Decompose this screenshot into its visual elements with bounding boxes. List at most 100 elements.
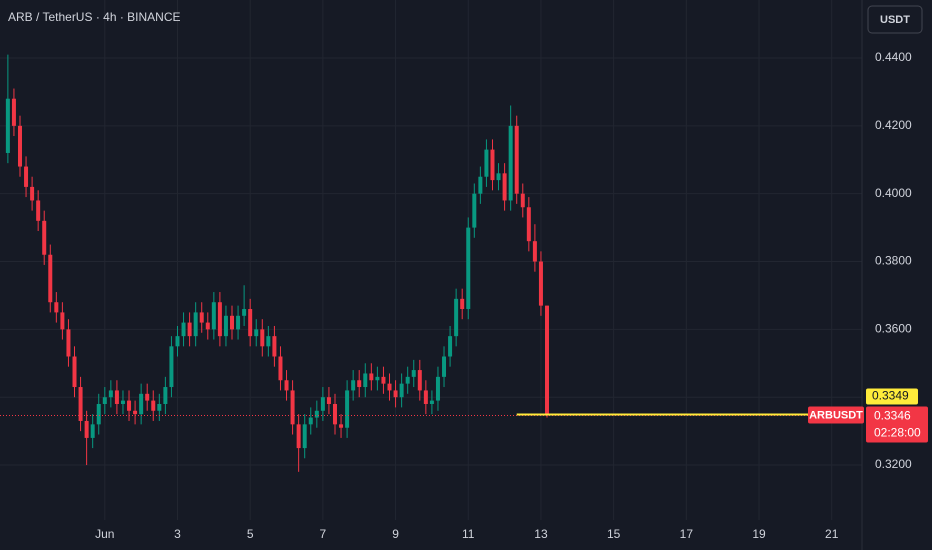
x-tick-label: 19 xyxy=(752,527,766,541)
x-tick-label: 5 xyxy=(247,527,254,541)
y-tick-label: 0.4200 xyxy=(875,118,912,132)
candle-body xyxy=(139,393,144,415)
candle-body xyxy=(472,193,477,228)
candle-body xyxy=(296,424,301,449)
candle-body xyxy=(175,336,180,347)
candle-body xyxy=(520,193,525,208)
candle-body xyxy=(120,400,125,404)
candle-body xyxy=(423,390,428,404)
price-line-label: 0.3349 xyxy=(872,389,909,403)
candle-body xyxy=(211,302,216,330)
candle-body xyxy=(502,173,507,201)
candle-body xyxy=(133,410,138,415)
candle-body xyxy=(266,336,271,347)
candle-body xyxy=(272,336,277,357)
candle-body xyxy=(242,309,247,316)
candle-body xyxy=(369,373,374,381)
candle-body xyxy=(11,98,16,126)
symbol-label: ARBUSDT xyxy=(809,409,863,421)
candle-body xyxy=(496,173,501,181)
candle-body xyxy=(157,403,162,411)
candle-body xyxy=(339,424,344,428)
candle-body xyxy=(399,383,404,398)
candle-body xyxy=(78,387,83,421)
currency-button[interactable] xyxy=(867,5,923,34)
candle-body xyxy=(217,302,222,337)
candle-body xyxy=(302,424,307,449)
candle-body xyxy=(54,302,59,313)
candle-body xyxy=(90,424,95,438)
candle-body xyxy=(30,186,35,201)
candle-body xyxy=(17,125,22,167)
candle-body xyxy=(260,329,265,347)
candle-body xyxy=(332,403,337,425)
candle-body xyxy=(351,380,356,391)
candle-body xyxy=(393,390,398,398)
candle-body xyxy=(248,309,253,337)
candle-body xyxy=(278,356,283,381)
candle-body xyxy=(320,397,325,411)
candle-body xyxy=(454,298,459,337)
candle-body xyxy=(66,329,71,357)
candle-body xyxy=(193,312,198,337)
x-tick-label: Jun xyxy=(95,527,114,541)
chart-title: ARB / TetherUS · 4h · BINANCE xyxy=(8,10,181,24)
candle-body xyxy=(490,149,495,181)
currency-label[interactable]: USDT xyxy=(880,14,910,26)
x-tick-label: 17 xyxy=(680,527,694,541)
last-price-label: 0.3346 xyxy=(874,409,911,423)
countdown-label: 02:28:00 xyxy=(874,426,921,440)
overlay xyxy=(0,413,862,417)
candle-body xyxy=(466,227,471,310)
x-tick-label: 11 xyxy=(462,527,475,541)
candle-body xyxy=(169,346,174,388)
candle-body xyxy=(357,380,362,388)
candle-body xyxy=(375,376,380,381)
candle-body xyxy=(387,383,392,391)
candle-body xyxy=(205,322,210,330)
candle-body xyxy=(145,393,150,401)
candle-body xyxy=(460,298,465,310)
candle-body xyxy=(96,403,101,425)
x-tick-label: 15 xyxy=(607,527,621,541)
candle-body xyxy=(484,149,489,177)
candle-body xyxy=(526,207,531,242)
candle-body xyxy=(114,390,119,404)
candle-body xyxy=(284,380,289,391)
candle-body xyxy=(84,420,89,438)
candle-body xyxy=(417,370,422,391)
candle-body xyxy=(254,329,259,337)
candle-body xyxy=(405,376,410,384)
candle-body xyxy=(36,200,41,221)
candle-body xyxy=(60,312,65,330)
candle-body xyxy=(514,125,519,194)
candle-body xyxy=(108,390,113,398)
y-tick-label: 0.4400 xyxy=(875,50,912,64)
candle-body xyxy=(442,356,447,377)
candle-body xyxy=(151,400,156,411)
x-tick-label: 21 xyxy=(825,527,839,541)
candle-body xyxy=(381,376,386,384)
x-tick-label: 13 xyxy=(534,527,548,541)
candle-body xyxy=(435,376,440,401)
price-line-label-box xyxy=(866,388,918,405)
candle-body xyxy=(48,254,53,303)
y-tick-label: 0.4000 xyxy=(875,186,912,200)
candle-body xyxy=(429,400,434,404)
candle-body xyxy=(326,397,331,404)
last-price-box xyxy=(866,406,928,443)
candle-body xyxy=(5,98,10,153)
candle-body xyxy=(448,336,453,357)
candle-body xyxy=(199,312,204,323)
x-tick-label: 3 xyxy=(174,527,181,541)
candle-body xyxy=(314,410,319,418)
candle-body xyxy=(127,400,132,411)
candle-body xyxy=(42,220,47,255)
candle-body xyxy=(102,397,107,404)
candle-body xyxy=(163,387,168,404)
candle-body xyxy=(411,370,416,377)
candle-body xyxy=(181,322,186,337)
y-tick-label: 0.3600 xyxy=(875,322,912,336)
